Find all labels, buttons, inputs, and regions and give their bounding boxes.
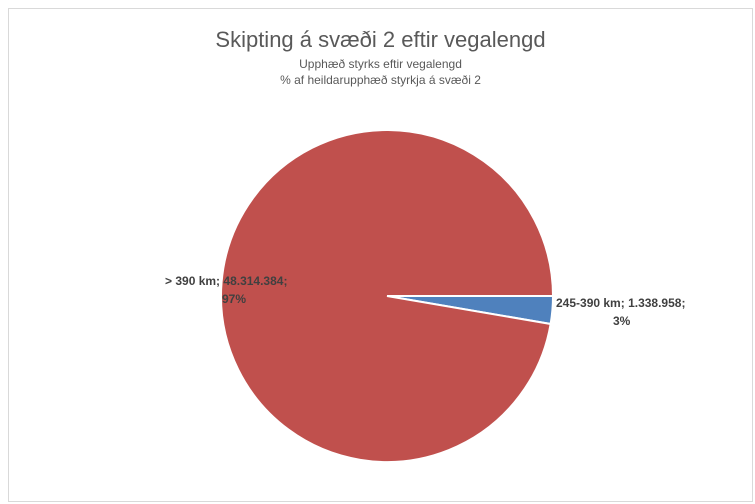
pie-slices	[220, 129, 555, 463]
slice-label-245-390: 245-390 km; 1.338.958; 3%	[556, 296, 685, 328]
slice-label-over-390: > 390 km; 48.314.384; 97%	[165, 274, 287, 306]
data-label-line-1: 245-390 km; 1.338.958;	[556, 296, 685, 310]
chart-subtitle-line-1: Upphæð styrks eftir vegalengd	[299, 57, 462, 71]
pie-slice-over-390-km	[220, 129, 555, 463]
data-label-line-2: 3%	[613, 314, 631, 328]
chart-title: Skipting á svæði 2 eftir vegalengd	[215, 27, 546, 52]
data-label-line-2: 97%	[222, 292, 246, 306]
chart-subtitle-line-2: % af heildarupphæð styrkja á svæði 2	[280, 73, 481, 87]
data-label-line-1: > 390 km; 48.314.384;	[165, 274, 287, 288]
